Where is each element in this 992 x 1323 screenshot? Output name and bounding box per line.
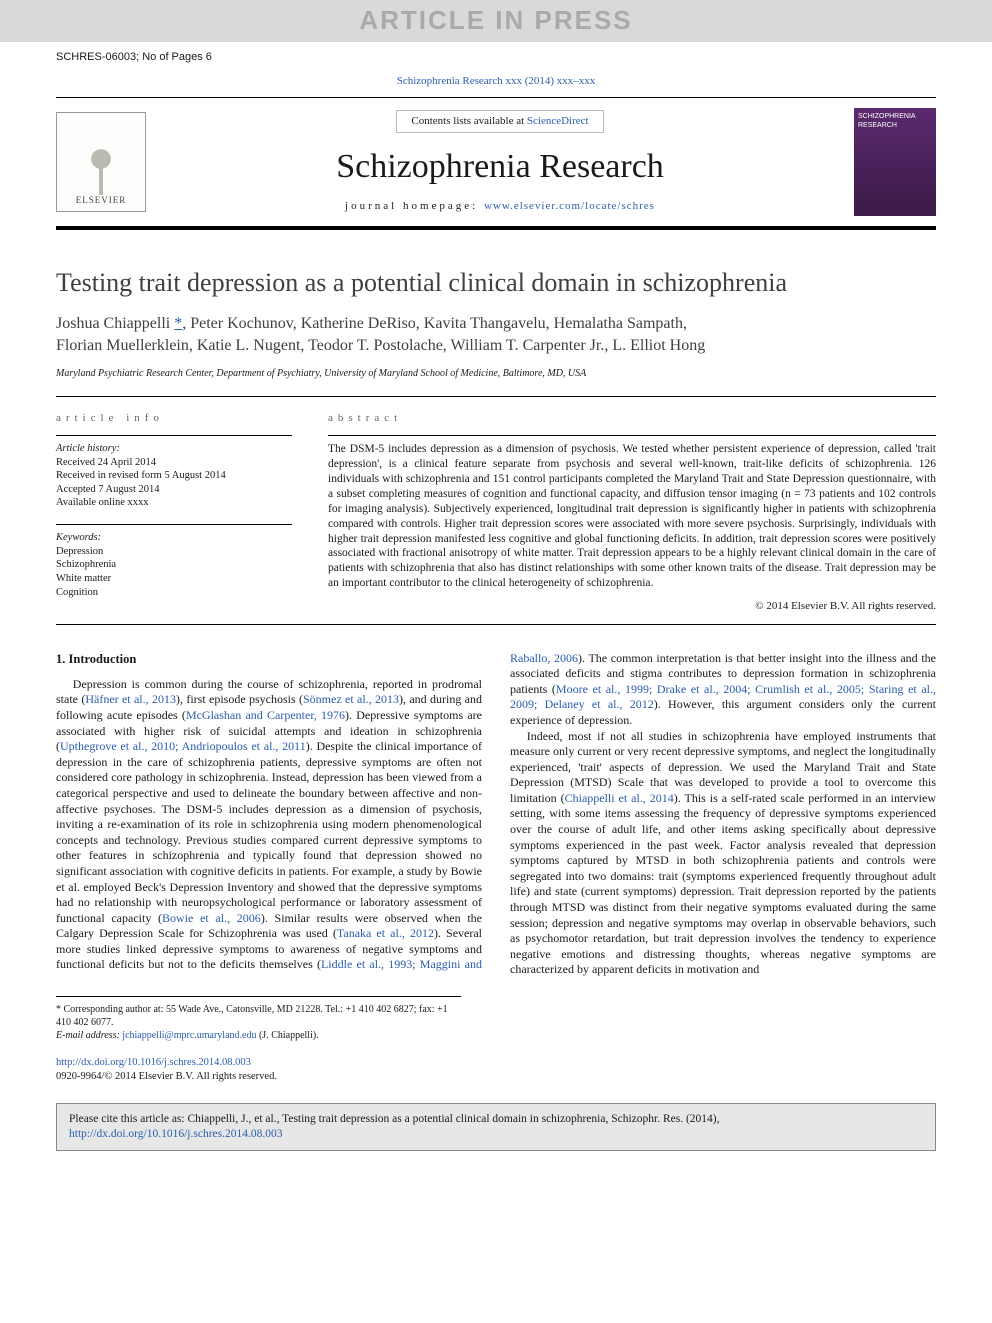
received-date: Received 24 April 2014 bbox=[56, 456, 292, 470]
cite-text: Please cite this article as: Chiappelli,… bbox=[69, 1113, 720, 1125]
footnotes: * Corresponding author at: 55 Wade Ave.,… bbox=[56, 996, 461, 1042]
revised-date: Received in revised form 5 August 2014 bbox=[56, 469, 292, 483]
article-title: Testing trait depression as a potential … bbox=[56, 266, 936, 300]
info-abstract-row: article info Article history: Received 2… bbox=[56, 411, 936, 614]
email-footnote: E-mail address: jchiappelli@mprc.umaryla… bbox=[56, 1029, 461, 1042]
cover-title: SCHIZOPHRENIA RESEARCH bbox=[858, 113, 915, 129]
contents-prefix: Contents lists available at bbox=[411, 115, 526, 127]
citation-link[interactable]: Chiappelli et al., 2014 bbox=[565, 791, 674, 805]
body-text: ). This is a self-rated scale performed … bbox=[510, 791, 936, 977]
keyword: Cognition bbox=[56, 586, 292, 600]
authors-line2: Florian Muellerklein, Katie L. Nugent, T… bbox=[56, 337, 705, 354]
authors-line1b: , Peter Kochunov, Katherine DeRiso, Kavi… bbox=[182, 315, 687, 332]
elsevier-tree-icon bbox=[71, 135, 131, 195]
cite-doi-link[interactable]: http://dx.doi.org/10.1016/j.schres.2014.… bbox=[69, 1128, 283, 1140]
homepage-link[interactable]: www.elsevier.com/locate/schres bbox=[484, 200, 655, 212]
citation-link[interactable]: Häfner et al., 2013 bbox=[85, 692, 176, 706]
abstract-column: abstract The DSM-5 includes depression a… bbox=[328, 411, 936, 614]
elsevier-label: ELSEVIER bbox=[76, 195, 127, 207]
abstract-text: The DSM-5 includes depression as a dimen… bbox=[328, 435, 936, 591]
elsevier-logo[interactable]: ELSEVIER bbox=[56, 112, 146, 212]
journal-cover-thumb[interactable]: SCHIZOPHRENIA RESEARCH bbox=[854, 108, 936, 216]
citation-link[interactable]: Sönmez et al., 2013 bbox=[303, 692, 399, 706]
keywords-label: Keywords: bbox=[56, 531, 292, 545]
contents-lists-line: Contents lists available at ScienceDirec… bbox=[396, 110, 603, 132]
email-who: (J. Chiappelli). bbox=[259, 1030, 319, 1041]
doi-link[interactable]: http://dx.doi.org/10.1016/j.schres.2014.… bbox=[56, 1057, 251, 1068]
body-text: ). Despite the clinical importance of de… bbox=[56, 739, 482, 925]
accepted-date: Accepted 7 August 2014 bbox=[56, 483, 292, 497]
sciencedirect-link[interactable]: ScienceDirect bbox=[527, 115, 589, 127]
article-body: 1. Introduction Depression is common dur… bbox=[56, 651, 936, 978]
citation-link[interactable]: Bowie et al., 2006 bbox=[162, 911, 261, 925]
homepage-label: journal homepage: bbox=[345, 200, 484, 212]
keyword: Depression bbox=[56, 545, 292, 559]
journal-title: Schizophrenia Research bbox=[166, 145, 834, 189]
corresponding-author-footnote: * Corresponding author at: 55 Wade Ave.,… bbox=[56, 1003, 461, 1029]
email-label: E-mail address: bbox=[56, 1030, 120, 1041]
abstract-heading: abstract bbox=[328, 411, 936, 425]
journal-masthead: ELSEVIER Contents lists available at Sci… bbox=[56, 97, 936, 230]
journal-homepage-line: journal homepage: www.elsevier.com/locat… bbox=[166, 199, 834, 213]
body-paragraph: Indeed, most if not all studies in schiz… bbox=[510, 729, 936, 979]
affiliation: Maryland Psychiatric Research Center, De… bbox=[56, 367, 936, 380]
citation-link[interactable]: Tanaka et al., bbox=[337, 926, 405, 940]
authors-line1a: Joshua Chiappelli bbox=[56, 315, 174, 332]
article-info-column: article info Article history: Received 2… bbox=[56, 411, 292, 614]
article-history-block: Article history: Received 24 April 2014 … bbox=[56, 435, 292, 510]
rule-top bbox=[56, 396, 936, 397]
please-cite-box: Please cite this article as: Chiappelli,… bbox=[56, 1103, 936, 1151]
abstract-copyright: © 2014 Elsevier B.V. All rights reserved… bbox=[328, 599, 936, 613]
email-link[interactable]: jchiappelli@mprc.umaryland.edu bbox=[122, 1030, 256, 1041]
masthead-center: Contents lists available at ScienceDirec… bbox=[166, 110, 834, 213]
section-heading-introduction: 1. Introduction bbox=[56, 651, 482, 667]
keywords-block: Keywords: Depression Schizophrenia White… bbox=[56, 524, 292, 599]
journal-ref-link[interactable]: Schizophrenia Research xxx (2014) xxx–xx… bbox=[397, 75, 596, 87]
citation-link[interactable]: Upthegrove et al., 2010; Andriopoulos et… bbox=[60, 739, 306, 753]
author-list: Joshua Chiappelli *, Peter Kochunov, Kat… bbox=[56, 313, 936, 356]
doi-block: http://dx.doi.org/10.1016/j.schres.2014.… bbox=[56, 1056, 936, 1083]
citation-link[interactable]: 2012 bbox=[410, 926, 434, 940]
rule-bottom bbox=[56, 624, 936, 625]
history-label: Article history: bbox=[56, 442, 292, 456]
article-in-press-banner: ARTICLE IN PRESS bbox=[0, 0, 992, 42]
article-info-heading: article info bbox=[56, 411, 292, 425]
body-text: ), first episode psychosis ( bbox=[176, 692, 303, 706]
keyword: Schizophrenia bbox=[56, 558, 292, 572]
issn-copyright: 0920-9964/© 2014 Elsevier B.V. All right… bbox=[56, 1071, 277, 1082]
online-date: Available online xxxx bbox=[56, 496, 292, 510]
keyword: White matter bbox=[56, 572, 292, 586]
model-reference: SCHRES-06003; No of Pages 6 bbox=[56, 42, 936, 66]
journal-reference: Schizophrenia Research xxx (2014) xxx–xx… bbox=[56, 66, 936, 96]
citation-link[interactable]: McGlashan and Carpenter, 1976 bbox=[186, 708, 345, 722]
